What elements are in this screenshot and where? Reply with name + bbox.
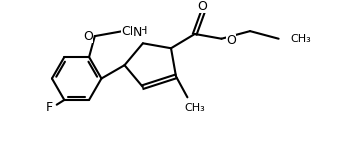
- Text: O: O: [226, 34, 236, 47]
- Text: CH₃: CH₃: [290, 34, 311, 44]
- Text: CH₃: CH₃: [185, 103, 205, 113]
- Text: O: O: [83, 30, 93, 43]
- Text: N: N: [133, 26, 142, 40]
- Text: F: F: [46, 101, 53, 114]
- Text: H: H: [139, 26, 147, 36]
- Text: CH₃: CH₃: [121, 25, 144, 38]
- Text: O: O: [198, 0, 207, 13]
